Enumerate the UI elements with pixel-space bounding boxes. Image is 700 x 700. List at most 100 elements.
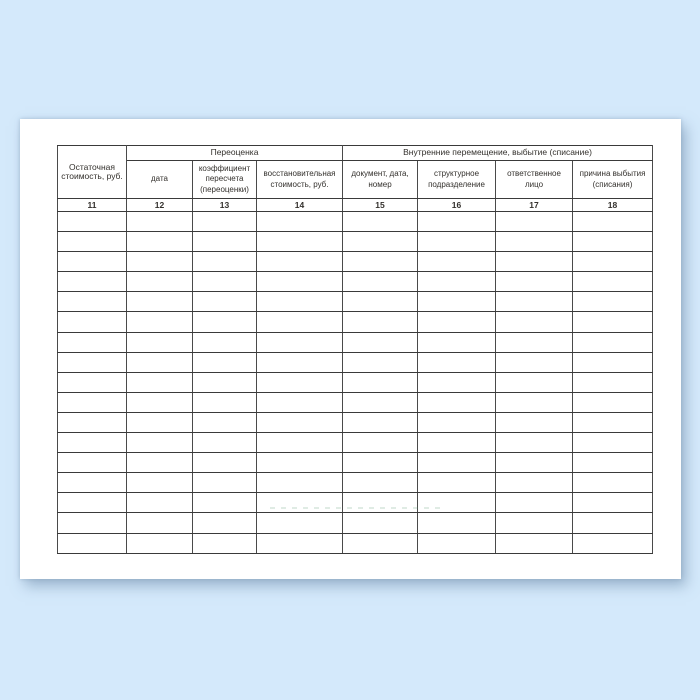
empty-cell xyxy=(417,331,497,353)
empty-cell xyxy=(57,291,127,313)
header-responsible-person: ответственное лицо xyxy=(495,160,574,199)
column-number-18: 18 xyxy=(572,198,654,212)
empty-cell xyxy=(255,492,344,514)
empty-cell xyxy=(192,512,257,534)
empty-cell xyxy=(495,210,574,233)
empty-cell xyxy=(255,371,344,393)
empty-cell xyxy=(495,411,574,434)
empty-cell xyxy=(495,251,574,273)
empty-cell xyxy=(57,492,127,514)
table-row xyxy=(57,371,654,393)
empty-cell xyxy=(255,411,344,434)
column-number-17: 17 xyxy=(495,198,574,212)
empty-cell xyxy=(572,251,654,273)
sub-header-row: дата коэффициент пересчета (переоценки) … xyxy=(58,160,654,199)
empty-cell xyxy=(192,411,257,434)
empty-cell xyxy=(126,311,193,333)
empty-cell xyxy=(342,472,419,494)
empty-cell xyxy=(255,351,344,373)
header-structural-unit: структурное подразделение xyxy=(417,160,497,199)
empty-cell xyxy=(417,432,497,454)
empty-cell xyxy=(192,210,257,233)
empty-cell xyxy=(57,371,127,393)
empty-cell xyxy=(495,271,574,293)
header-residual-value: Остаточная стоимость, руб. xyxy=(57,145,127,199)
table-row xyxy=(57,331,654,353)
empty-cell xyxy=(192,231,257,253)
empty-cell xyxy=(126,532,193,554)
empty-cell xyxy=(342,351,419,373)
empty-cell xyxy=(342,432,419,454)
empty-cell xyxy=(495,231,574,253)
empty-cell xyxy=(57,251,127,273)
empty-cell xyxy=(572,351,654,373)
empty-cell xyxy=(255,512,344,534)
header-group-revaluation: Переоценка xyxy=(125,145,344,161)
empty-cell xyxy=(57,311,127,333)
column-number-12: 12 xyxy=(126,198,193,212)
empty-cell xyxy=(572,371,654,393)
empty-cell xyxy=(57,331,127,353)
table-row xyxy=(57,210,654,233)
table-row xyxy=(57,432,654,454)
empty-cell xyxy=(572,231,654,253)
empty-cell xyxy=(342,311,419,333)
empty-cell xyxy=(495,432,574,454)
empty-cell xyxy=(342,291,419,313)
empty-cell xyxy=(495,492,574,514)
empty-cell xyxy=(342,391,419,413)
empty-cell xyxy=(126,351,193,373)
empty-cell xyxy=(495,452,574,474)
empty-cell xyxy=(255,391,344,413)
empty-cell xyxy=(255,532,344,554)
table-row xyxy=(57,391,654,413)
empty-cell xyxy=(126,210,193,233)
empty-cell xyxy=(417,512,497,534)
empty-cell xyxy=(572,512,654,534)
table-header: Остаточная стоимость, руб. Переоценка Вн… xyxy=(57,145,654,212)
empty-cell xyxy=(342,331,419,353)
empty-cell xyxy=(255,432,344,454)
empty-cell xyxy=(572,210,654,233)
empty-cell xyxy=(572,411,654,434)
empty-cell xyxy=(126,271,193,293)
table-row xyxy=(57,351,654,373)
empty-cell xyxy=(342,271,419,293)
empty-cell xyxy=(57,271,127,293)
empty-cell xyxy=(255,210,344,233)
empty-cell xyxy=(417,271,497,293)
empty-cell xyxy=(495,291,574,313)
empty-cell xyxy=(495,371,574,393)
empty-cell xyxy=(57,210,127,233)
empty-cell xyxy=(57,411,127,434)
empty-cell xyxy=(342,251,419,273)
empty-cell xyxy=(57,231,127,253)
empty-cell xyxy=(342,231,419,253)
empty-cell xyxy=(192,452,257,474)
column-number-14: 14 xyxy=(255,198,344,212)
table-row xyxy=(57,311,654,333)
empty-cell xyxy=(417,291,497,313)
empty-cell xyxy=(126,452,193,474)
empty-cell xyxy=(342,492,419,514)
empty-cell xyxy=(342,411,419,434)
table-body xyxy=(57,210,654,554)
empty-cell xyxy=(572,532,654,554)
empty-cell xyxy=(192,311,257,333)
empty-cell xyxy=(192,291,257,313)
empty-cell xyxy=(572,391,654,413)
empty-cell xyxy=(255,331,344,353)
empty-cell xyxy=(572,311,654,333)
empty-cell xyxy=(57,391,127,413)
table-row xyxy=(57,251,654,273)
empty-cell xyxy=(57,472,127,494)
empty-cell xyxy=(255,311,344,333)
empty-cell xyxy=(57,512,127,534)
empty-cell xyxy=(417,210,497,233)
table-row xyxy=(57,291,654,313)
form-sheet: Остаточная стоимость, руб. Переоценка Вн… xyxy=(20,119,681,579)
empty-cell xyxy=(495,512,574,534)
empty-cell xyxy=(126,512,193,534)
empty-cell xyxy=(572,452,654,474)
table-row xyxy=(57,532,654,554)
